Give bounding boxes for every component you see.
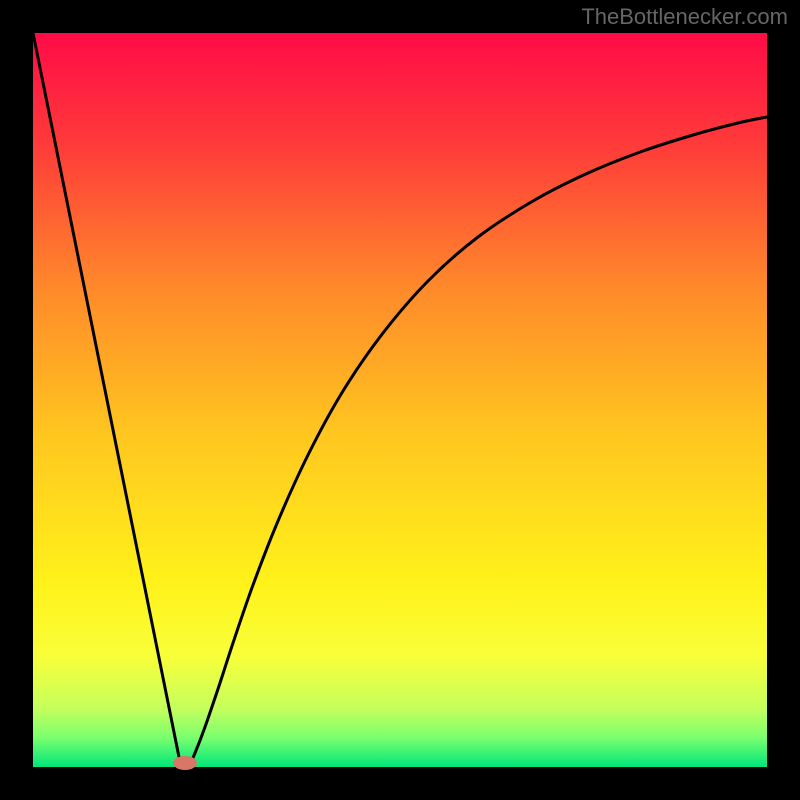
minimum-marker [173, 756, 197, 770]
plot-area [33, 33, 767, 767]
chart-container: TheBottlenecker.com [0, 0, 800, 800]
watermark-text: TheBottlenecker.com [581, 4, 788, 30]
bottleneck-curve [33, 33, 767, 767]
